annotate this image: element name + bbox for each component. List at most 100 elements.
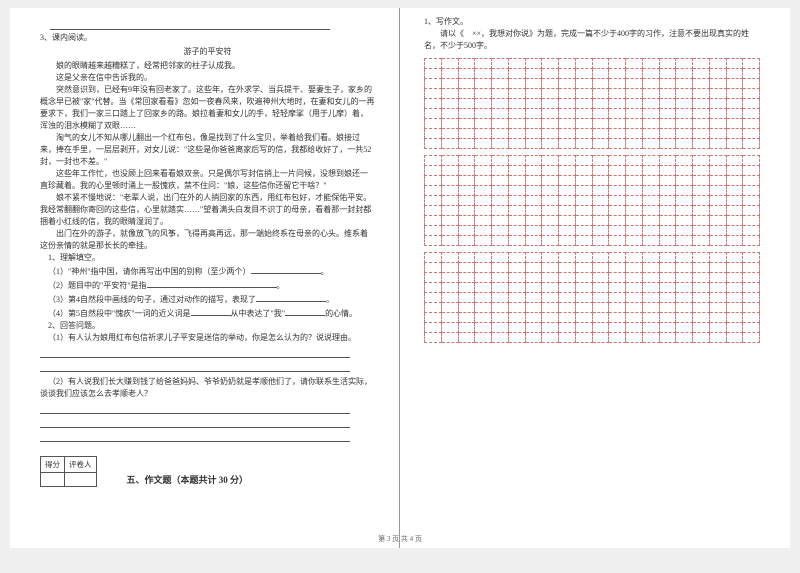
grid-cell: [425, 89, 442, 99]
grid-cell: [709, 166, 726, 176]
grid-cell: [592, 186, 609, 196]
grid-cell: [743, 293, 760, 303]
grid-cell: [575, 333, 592, 343]
grid-cell: [559, 253, 576, 263]
grid-cell: [475, 206, 492, 216]
grid-cell: [575, 89, 592, 99]
q2-2: （2）有人说我们长大赚到钱了给爸爸妈妈、爷爷奶奶就是孝顺他们了，请你联系生活实际…: [40, 376, 375, 400]
grid-cell: [693, 253, 710, 263]
grid-row: [425, 166, 760, 176]
grid-cell: [726, 166, 743, 176]
grid-row: [425, 186, 760, 196]
grid-cell: [575, 206, 592, 216]
grid-cell: [525, 89, 542, 99]
grid-cell: [425, 293, 442, 303]
grid-cell: [458, 89, 475, 99]
grid-cell: [458, 99, 475, 109]
grid-cell: [642, 293, 659, 303]
grid-cell: [726, 156, 743, 166]
para: 娘不紧不慢地说："老辈人说，出门在外的人捎回家的东西，用红布包好，才能保佑平安。…: [40, 192, 375, 228]
grid-cell: [525, 333, 542, 343]
grid-cell: [709, 323, 726, 333]
grid-cell: [441, 69, 458, 79]
grid-row: [425, 109, 760, 119]
grid-cell: [575, 129, 592, 139]
grid-cell: [575, 59, 592, 69]
grid-cell: [726, 313, 743, 323]
grid-cell: [525, 176, 542, 186]
grid-cell: [693, 206, 710, 216]
grid-cell: [441, 253, 458, 263]
grid-cell: [542, 59, 559, 69]
grid-cell: [676, 273, 693, 283]
q1-2: （2）题目中的"平安符"是指。: [40, 278, 375, 292]
grid-cell: [441, 333, 458, 343]
grid-cell: [642, 186, 659, 196]
grid-cell: [743, 236, 760, 246]
grid-cell: [609, 323, 626, 333]
grid-cell: [726, 69, 743, 79]
grid-cell: [676, 196, 693, 206]
grid-cell: [508, 129, 525, 139]
grid-cell: [475, 89, 492, 99]
answer-line: [40, 404, 350, 414]
grid-cell: [743, 283, 760, 293]
grid-cell: [726, 253, 743, 263]
page-footer: 第 3 页 共 4 页: [10, 534, 790, 544]
grid-cell: [626, 236, 643, 246]
grid-cell: [425, 99, 442, 109]
q2-1: （1）有人认为娘用红布包信祈求儿子平安是迷信的举动，你是怎么认为的？说说理由。: [40, 332, 375, 344]
grid-cell: [709, 99, 726, 109]
grid-cell: [626, 323, 643, 333]
grid-cell: [559, 273, 576, 283]
grid-cell: [592, 253, 609, 263]
grid-cell: [525, 119, 542, 129]
grid-cell: [743, 226, 760, 236]
grid-cell: [709, 176, 726, 186]
grid-cell: [492, 313, 509, 323]
grid-cell: [709, 226, 726, 236]
grid-cell: [709, 263, 726, 273]
grid-cell: [642, 89, 659, 99]
grid-cell: [743, 303, 760, 313]
grid-cell: [458, 293, 475, 303]
grid-cell: [626, 333, 643, 343]
grid-cell: [575, 283, 592, 293]
grid-cell: [542, 69, 559, 79]
grid-cell: [659, 253, 676, 263]
grid-cell: [626, 109, 643, 119]
grid-cell: [592, 176, 609, 186]
grid-cell: [492, 79, 509, 89]
grid-cell: [676, 129, 693, 139]
grid-cell: [693, 79, 710, 89]
grid-cell: [676, 313, 693, 323]
grid-cell: [726, 323, 743, 333]
grid-cell: [492, 176, 509, 186]
grid-cell: [709, 119, 726, 129]
grid-cell: [508, 216, 525, 226]
writing-grid-block: [424, 58, 760, 149]
grid-cell: [709, 283, 726, 293]
grid-cell: [659, 206, 676, 216]
para: 这是父亲在信中告诉我的。: [40, 72, 375, 84]
grid-cell: [425, 313, 442, 323]
grid-cell: [642, 216, 659, 226]
blank: [191, 306, 231, 316]
grid-cell: [542, 89, 559, 99]
grid-cell: [542, 186, 559, 196]
grid-cell: [559, 293, 576, 303]
grid-cell: [441, 236, 458, 246]
grid-cell: [693, 333, 710, 343]
grid-cell: [475, 156, 492, 166]
grid-cell: [542, 216, 559, 226]
grid-cell: [726, 99, 743, 109]
grid-cell: [626, 303, 643, 313]
grid-cell: [609, 263, 626, 273]
grid-cell: [659, 283, 676, 293]
grid-cell: [458, 176, 475, 186]
grid-cell: [508, 206, 525, 216]
grid-cell: [559, 156, 576, 166]
grid-cell: [659, 99, 676, 109]
grid-cell: [642, 236, 659, 246]
grid-cell: [642, 59, 659, 69]
